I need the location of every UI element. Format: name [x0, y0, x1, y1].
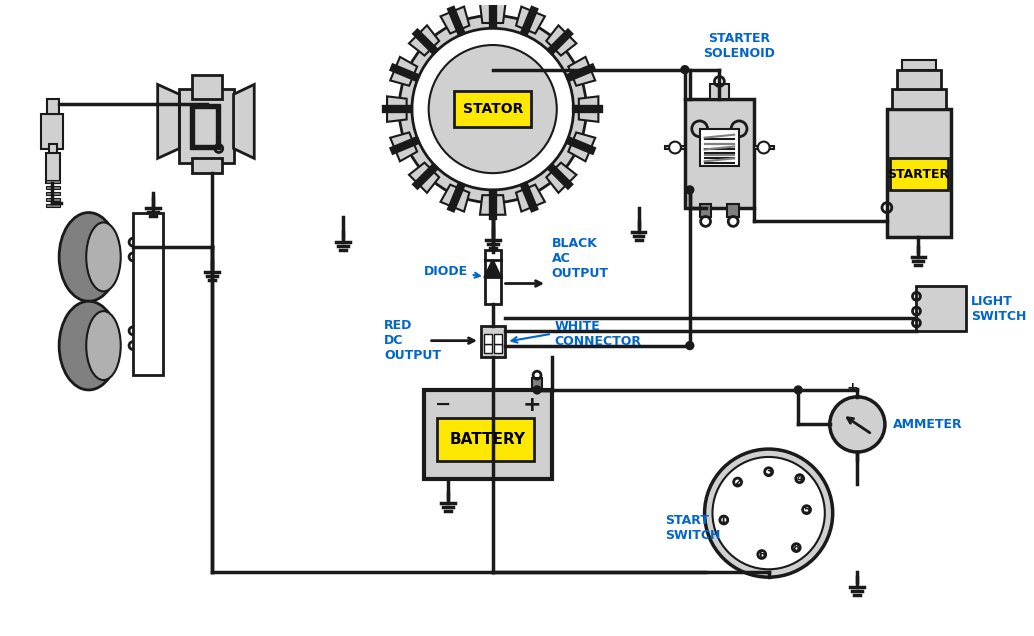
Bar — [133, 212, 162, 375]
Bar — [891, 90, 946, 109]
Bar — [484, 343, 492, 354]
Text: WHITE
CONNECTOR: WHITE CONNECTOR — [555, 320, 642, 348]
Text: DIODE: DIODE — [424, 265, 480, 278]
Bar — [484, 334, 492, 343]
Polygon shape — [516, 6, 545, 34]
Polygon shape — [569, 132, 596, 162]
Text: RED
DC
OUTPUT: RED DC OUTPUT — [385, 319, 442, 362]
FancyBboxPatch shape — [436, 417, 535, 461]
Bar — [485, 250, 500, 304]
Bar — [493, 334, 501, 343]
Polygon shape — [157, 85, 179, 158]
Ellipse shape — [59, 301, 118, 390]
Text: +: + — [523, 395, 542, 415]
Text: BLACK
AC
OUTPUT: BLACK AC OUTPUT — [552, 237, 609, 280]
Circle shape — [429, 45, 556, 173]
Circle shape — [412, 28, 574, 190]
Circle shape — [686, 342, 694, 350]
Text: AMMETER: AMMETER — [892, 418, 963, 431]
Bar — [179, 90, 234, 163]
Bar — [424, 390, 552, 479]
Polygon shape — [480, 195, 506, 215]
Polygon shape — [387, 96, 406, 122]
Polygon shape — [409, 25, 439, 55]
Polygon shape — [579, 96, 599, 122]
Bar — [700, 129, 739, 166]
Bar — [481, 326, 505, 357]
Text: 8: 8 — [793, 543, 799, 553]
Circle shape — [712, 457, 825, 569]
Polygon shape — [516, 184, 545, 212]
Bar — [47, 192, 60, 195]
Bar — [727, 204, 739, 218]
Polygon shape — [485, 260, 500, 277]
Bar — [192, 158, 221, 173]
Bar — [190, 104, 220, 148]
Text: 4: 4 — [796, 474, 803, 483]
Bar — [50, 144, 57, 158]
Text: 6: 6 — [758, 550, 765, 560]
Text: STARTER: STARTER — [887, 168, 949, 181]
Polygon shape — [390, 132, 417, 162]
Polygon shape — [480, 3, 506, 23]
Polygon shape — [440, 6, 469, 34]
Bar — [47, 198, 60, 201]
Bar — [896, 70, 941, 90]
Ellipse shape — [86, 311, 121, 380]
Bar — [192, 74, 221, 99]
Bar — [194, 108, 216, 144]
Circle shape — [669, 142, 681, 153]
FancyBboxPatch shape — [454, 92, 531, 127]
Text: START
SWITCH: START SWITCH — [665, 514, 721, 542]
Text: +: + — [847, 381, 858, 395]
Polygon shape — [409, 163, 439, 193]
Bar — [887, 109, 951, 237]
Bar — [685, 99, 754, 207]
Ellipse shape — [59, 212, 118, 301]
Circle shape — [681, 66, 689, 74]
Bar — [665, 146, 685, 148]
Bar — [754, 146, 773, 148]
Circle shape — [829, 397, 885, 452]
Bar — [902, 60, 936, 70]
Text: 3: 3 — [765, 467, 772, 477]
Circle shape — [704, 449, 832, 577]
Text: BATTERY: BATTERY — [450, 432, 526, 446]
Bar — [916, 286, 966, 331]
Bar — [533, 378, 542, 390]
Text: 1: 1 — [721, 515, 727, 525]
Bar — [47, 153, 60, 183]
Polygon shape — [390, 57, 417, 86]
Text: 5: 5 — [803, 505, 810, 515]
Polygon shape — [440, 184, 469, 212]
Polygon shape — [546, 25, 576, 55]
Bar — [47, 186, 60, 189]
Bar — [47, 180, 60, 183]
Text: STARTER
SOLENOID: STARTER SOLENOID — [703, 32, 776, 60]
Text: 2: 2 — [734, 477, 741, 487]
Text: −: − — [435, 395, 452, 414]
Polygon shape — [234, 85, 254, 158]
Circle shape — [794, 386, 802, 394]
Bar — [41, 114, 63, 148]
Bar — [48, 99, 59, 114]
FancyBboxPatch shape — [890, 158, 948, 190]
Text: LIGHT
SWITCH: LIGHT SWITCH — [971, 295, 1026, 323]
Ellipse shape — [86, 223, 121, 291]
Circle shape — [758, 142, 769, 153]
Bar — [47, 204, 60, 207]
Polygon shape — [546, 163, 576, 193]
Bar — [709, 85, 729, 99]
Polygon shape — [569, 57, 596, 86]
Circle shape — [399, 15, 586, 203]
Circle shape — [686, 186, 694, 194]
Circle shape — [534, 386, 541, 394]
Text: STATOR: STATOR — [462, 102, 523, 116]
Bar — [700, 204, 711, 218]
Bar — [493, 343, 501, 354]
